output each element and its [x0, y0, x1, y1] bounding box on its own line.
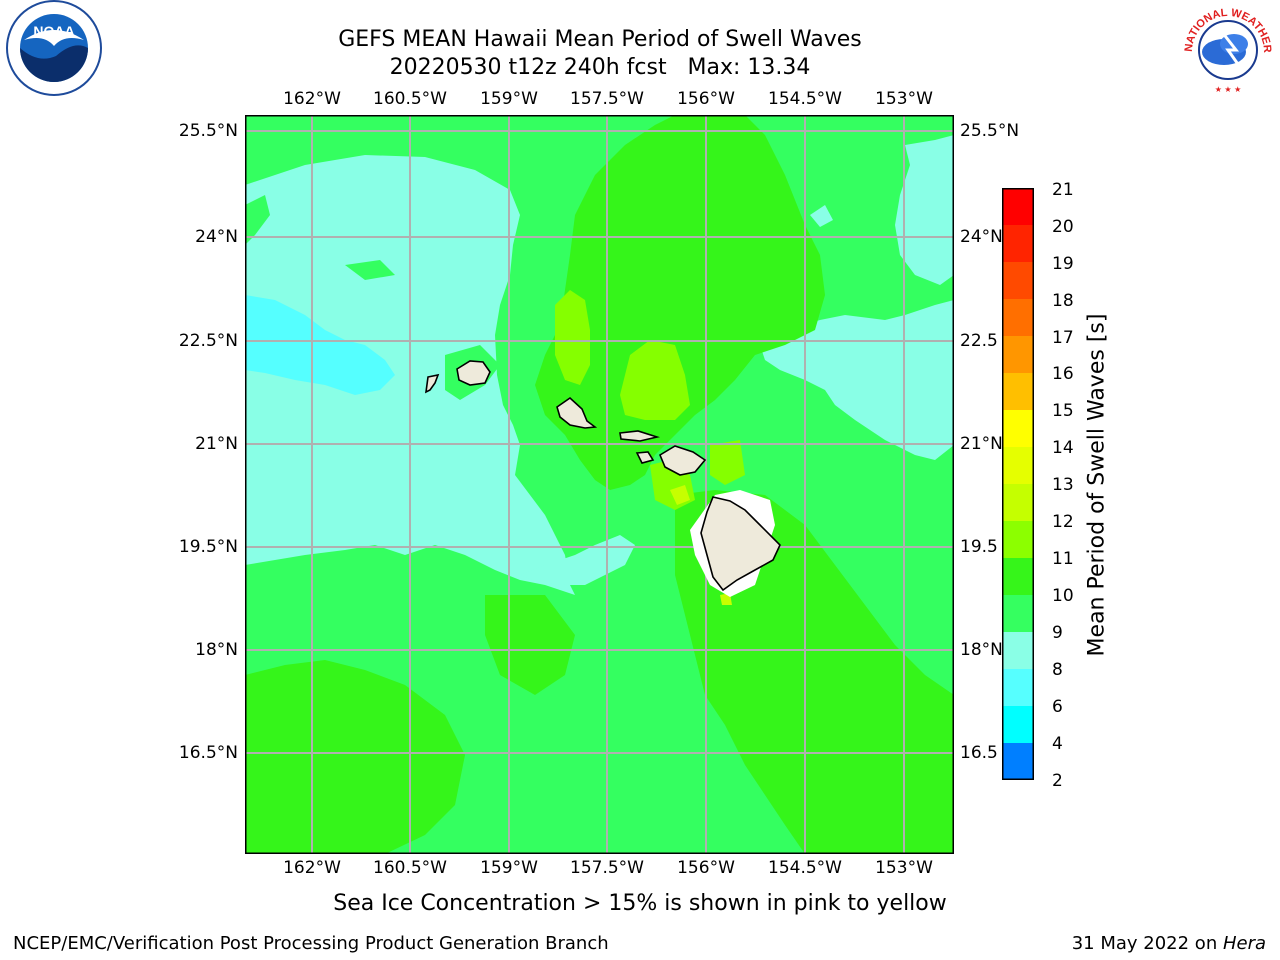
colorbar-swatch: [1002, 447, 1034, 485]
lon-label-top: 159°W: [480, 89, 538, 109]
colorbar-swatch: [1002, 410, 1034, 448]
island-molokai: [619, 430, 661, 442]
colorbar-tick: 9: [1052, 623, 1063, 643]
colorbar-swatch: [1002, 336, 1034, 374]
lat-label-right: 19.5: [960, 537, 998, 557]
colorbar-tick: 12: [1052, 512, 1074, 532]
period-13-region: [670, 485, 690, 505]
colorbar-tick: 10: [1052, 586, 1074, 606]
hawaiian-islands: [425, 360, 781, 592]
colorbar-tick: 2: [1052, 771, 1063, 791]
colorbar-swatch: [1002, 188, 1034, 226]
colorbar-tick: 17: [1052, 328, 1074, 348]
map-subtitle: 20220530 t12z 240h fcst Max: 13.34: [389, 55, 811, 80]
colorbar-swatch: [1002, 373, 1034, 411]
lat-label-left: 24°N: [195, 227, 238, 247]
island-oahu: [556, 396, 598, 429]
colorbar-tick: 14: [1052, 438, 1074, 458]
island-kauai: [456, 360, 491, 386]
lat-label-right: 25.5°N: [960, 121, 1020, 141]
colorbar-swatch: [1002, 743, 1034, 780]
lat-label-left: 19.5°N: [178, 537, 238, 557]
lon-label-bottom: 157.5°W: [570, 858, 644, 878]
lon-label-top: 157.5°W: [570, 89, 644, 109]
island-niihau: [425, 373, 440, 394]
colorbar-swatch: [1002, 632, 1034, 670]
colorbar-swatch: [1002, 706, 1034, 744]
colorbar-swatch: [1002, 595, 1034, 633]
colorbar-swatch: [1002, 521, 1034, 559]
lon-label-top: 156°W: [677, 89, 735, 109]
noaa-logo: NOAA: [4, 0, 104, 100]
footer-host: Hera: [1222, 933, 1266, 954]
period-10-strip: [245, 195, 270, 245]
footer-date: 31 May 2022 on Hera: [1071, 933, 1266, 954]
lat-label-left: 21°N: [195, 434, 238, 454]
colorbar-tick: 16: [1052, 364, 1074, 384]
period-9-patch: [810, 205, 833, 227]
colorbar-tick: 20: [1052, 217, 1074, 237]
island-lanai: [635, 451, 655, 464]
map-title: GEFS MEAN Hawaii Mean Period of Swell Wa…: [338, 27, 862, 52]
period-12-region: [555, 290, 590, 385]
period-10-patch: [345, 260, 395, 280]
nws-logo: NATIONAL WEATHER SERVICE ★ ★ ★: [1174, 0, 1278, 100]
lon-label-bottom: 156°W: [677, 858, 735, 878]
colorbar-swatch: [1002, 262, 1034, 300]
lon-label-bottom: 154.5°W: [768, 858, 842, 878]
period-9-region-ne-top: [895, 135, 954, 285]
island-hawaii: [700, 496, 781, 592]
lat-label-left: 18°N: [195, 640, 238, 660]
map-frame: [245, 115, 954, 854]
lon-label-top: 162°W: [283, 89, 341, 109]
island-maui: [658, 445, 707, 476]
lat-label-left: 22.5°N: [178, 331, 238, 351]
period-8-region: [245, 295, 395, 395]
colorbar-tick: 15: [1052, 401, 1074, 421]
lon-label-bottom: 160.5°W: [373, 858, 447, 878]
period-12-region: [620, 340, 690, 420]
colorbar: [1002, 188, 1034, 780]
colorbar-tick: 18: [1052, 291, 1074, 311]
colorbar-tick: 11: [1052, 549, 1074, 569]
lon-label-bottom: 162°W: [283, 858, 341, 878]
colorbar-tick: 13: [1052, 475, 1074, 495]
colorbar-tick: 21: [1052, 180, 1074, 200]
colorbar-swatch: [1002, 299, 1034, 337]
lat-label-right: 24°N: [960, 227, 1003, 247]
lat-label-right: 22.5: [960, 331, 998, 351]
lon-label-bottom: 159°W: [480, 858, 538, 878]
lat-label-left: 16.5°N: [178, 743, 238, 763]
colorbar-swatch: [1002, 484, 1034, 522]
lat-label-right: 21°N: [960, 434, 1003, 454]
lon-label-top: 154.5°W: [768, 89, 842, 109]
noaa-logo-text: NOAA: [33, 23, 74, 39]
svg-text:★ ★ ★: ★ ★ ★: [1215, 85, 1242, 94]
colorbar-tick: 8: [1052, 660, 1063, 680]
lat-label-right: 16.5: [960, 743, 998, 763]
colorbar-tick: 19: [1052, 254, 1074, 274]
lat-label-left: 25.5°N: [178, 121, 238, 141]
lon-label-top: 160.5°W: [373, 89, 447, 109]
map-gridlines: [245, 115, 954, 854]
colorbar-tick: 4: [1052, 734, 1063, 754]
lat-label-right: 18°N: [960, 640, 1003, 660]
colorbar-tick: 6: [1052, 697, 1063, 717]
period-12-region: [710, 440, 745, 485]
sea-ice-caption: Sea Ice Concentration > 15% is shown in …: [333, 891, 947, 916]
colorbar-swatches: [1002, 188, 1034, 780]
swell-period-map: [245, 115, 954, 854]
footer-organization: NCEP/EMC/Verification Post Processing Pr…: [13, 933, 609, 954]
colorbar-swatch: [1002, 558, 1034, 596]
lon-label-top: 153°W: [875, 89, 933, 109]
colorbar-swatch: [1002, 225, 1034, 263]
colorbar-swatch: [1002, 669, 1034, 707]
lon-label-bottom: 153°W: [875, 858, 933, 878]
period-11-patch: [485, 595, 575, 695]
